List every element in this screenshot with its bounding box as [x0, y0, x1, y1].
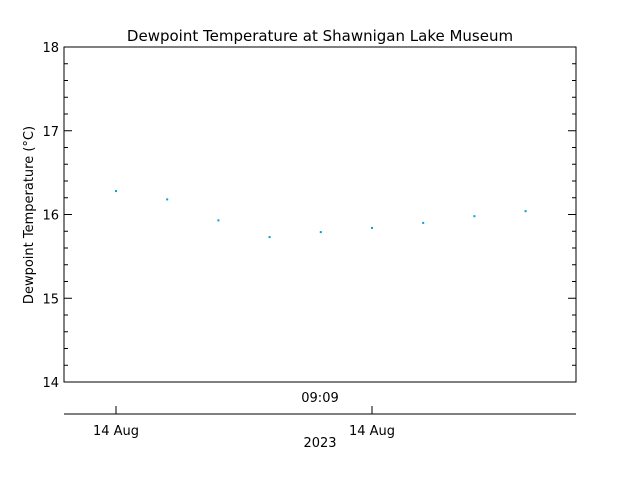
data-point	[166, 198, 169, 201]
y-tick-label: 18	[42, 41, 59, 56]
data-point	[217, 219, 220, 222]
data-point	[115, 190, 117, 193]
y-axis: 14 15 16 17 18	[42, 41, 576, 391]
chart-title: Dewpoint Temperature at Shawnigan Lake M…	[127, 27, 513, 45]
y-tick-label: 14	[42, 376, 59, 391]
y-tick-label: 17	[42, 125, 59, 140]
data-point	[319, 231, 322, 234]
data-point	[473, 215, 476, 218]
y-axis-label: Dewpoint Temperature (°C)	[22, 126, 37, 304]
x-date-label: 14 Aug	[349, 424, 395, 439]
data-points	[115, 190, 527, 239]
plot-frame	[63, 46, 577, 383]
data-point	[371, 226, 373, 229]
data-point	[268, 236, 271, 239]
y-tick-label: 15	[42, 292, 59, 307]
y-tick-label: 16	[42, 209, 59, 224]
x-year-label: 2023	[303, 436, 336, 451]
x-date-axis: 14 Aug 14 Aug	[93, 406, 395, 439]
data-point	[422, 221, 425, 224]
x-date-label: 14 Aug	[93, 424, 139, 439]
x-time-label: 09:09	[301, 391, 338, 406]
data-point	[524, 210, 527, 213]
